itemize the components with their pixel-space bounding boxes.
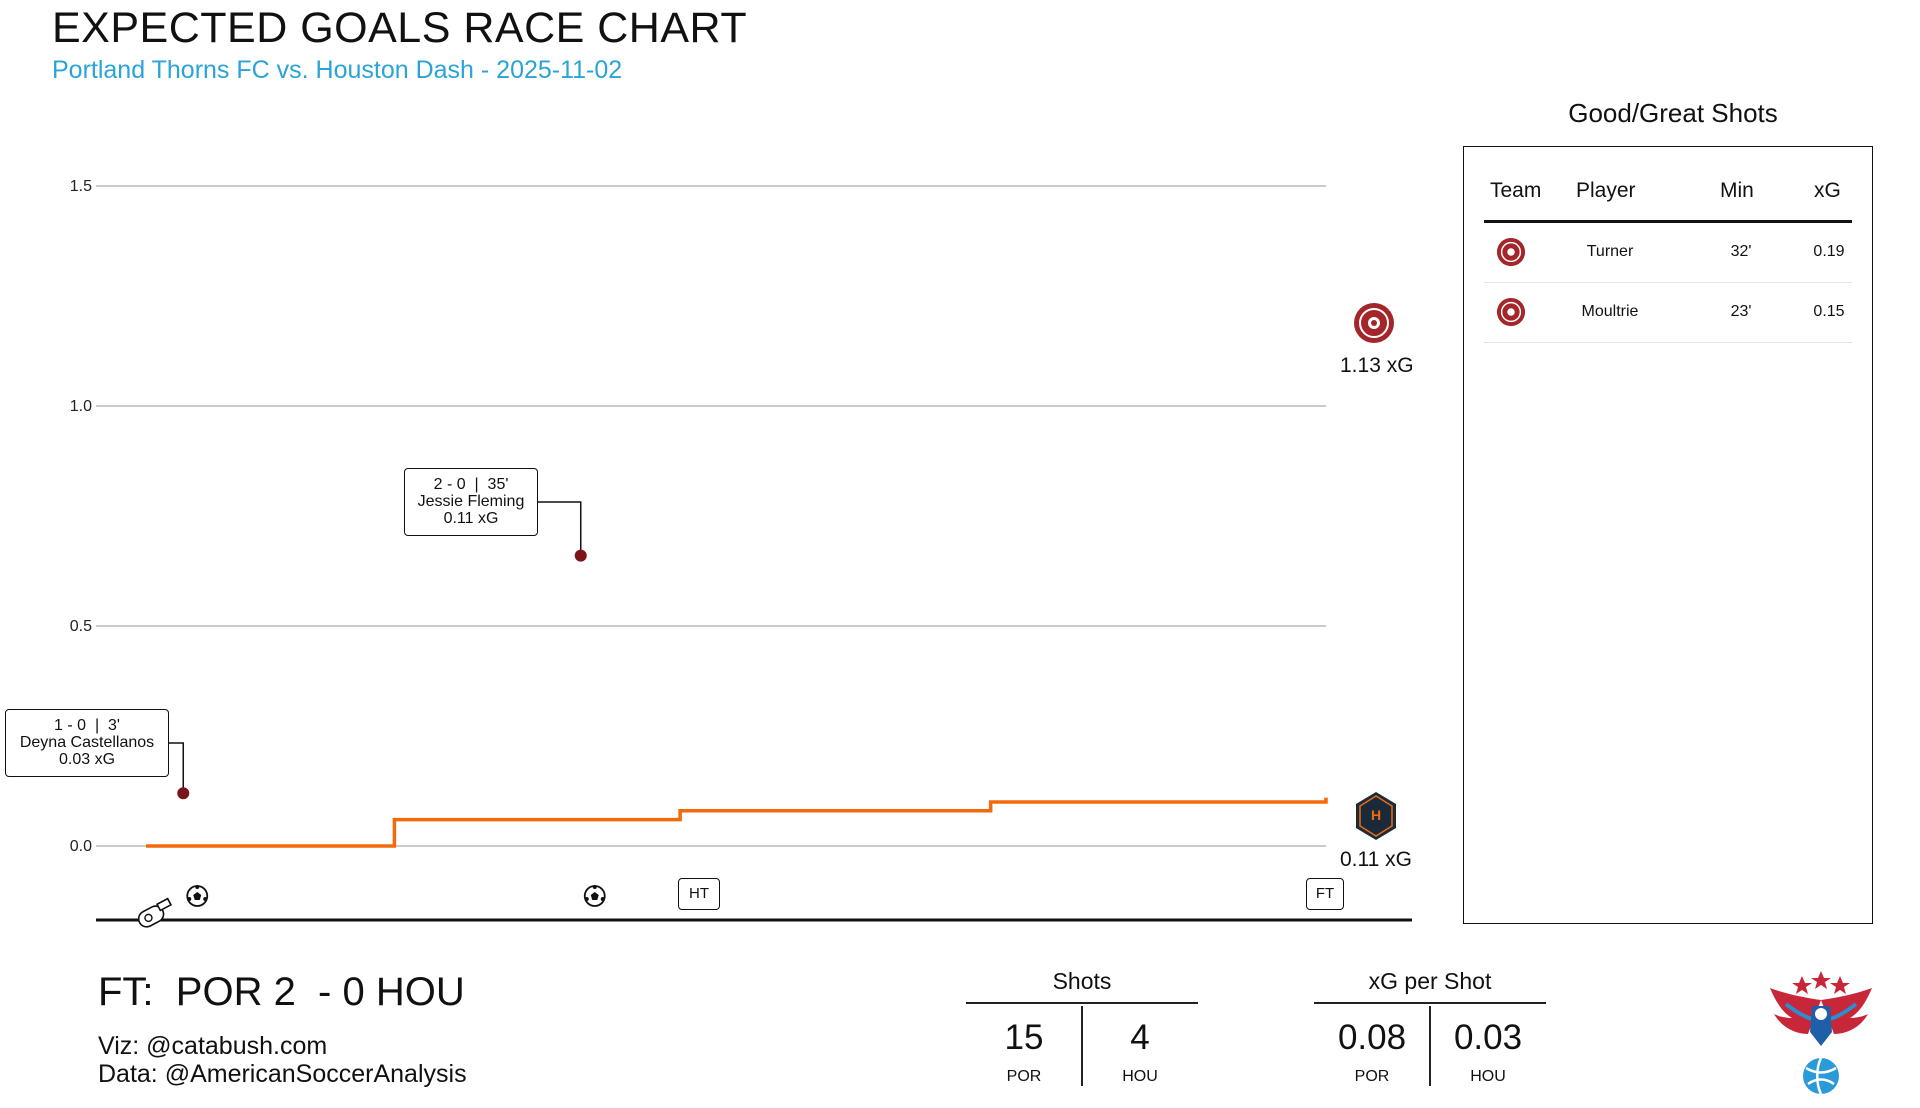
row-minute: 23': [1730, 303, 1752, 320]
soccer-ball-patch: [193, 892, 202, 900]
series-layer: [146, 797, 1328, 848]
shots-away-label: HOU: [1122, 1068, 1158, 1085]
shots-rule: [966, 1002, 1198, 1004]
portland-thorns-logo-icon: [1496, 297, 1526, 327]
xg-per-shot-stat: xG per Shot 0.08 0.03 POR HOU: [1314, 968, 1546, 1088]
soccer-ball-patch: [195, 885, 200, 889]
whistle-icon: [137, 897, 173, 928]
xg-per-shot-away-label: HOU: [1470, 1068, 1506, 1085]
soccer-ball-icon: [583, 885, 606, 907]
timeline-layer: [137, 885, 606, 928]
soccer-ball-patch: [590, 892, 599, 900]
goal-annotation-1: 1 - 0 | 3' Deyna Castellanos 0.03 xG: [5, 709, 169, 777]
goal-annotation-2-xg: 0.11 xG: [443, 510, 499, 527]
col-header-team: Team: [1490, 179, 1542, 202]
goal-point: [574, 549, 587, 562]
y-tick-label: 1.5: [70, 178, 92, 195]
shots-away-value: 4: [1130, 1018, 1150, 1057]
halftime-marker: HT: [678, 878, 720, 910]
whistle-ring: [144, 913, 153, 923]
portland-end-label: 1.13 xG: [1340, 354, 1414, 377]
soccer-ball-patch: [592, 885, 597, 889]
annotation-layer: [169, 501, 587, 800]
good-shots-title: Good/Great Shots: [1568, 98, 1778, 128]
eagle-logo-icon: [1770, 971, 1872, 1095]
y-tick-label: 0.5: [70, 618, 92, 635]
data-credit: Data: @AmericanSoccerAnalysis: [98, 1060, 467, 1088]
header-rule: [1484, 220, 1852, 223]
good-shots-table: Team Player Min xG Turner 32' 0.19 Moult…: [1463, 146, 1873, 924]
goal-annotation-2-player: Jessie Fleming: [417, 493, 525, 510]
xg-per-shot-rule: [1314, 1002, 1546, 1004]
soccer-ball-patch: [187, 897, 192, 901]
row-player: Turner: [1586, 243, 1634, 260]
goal-annotation-1-score: 1 - 0 | 3': [54, 717, 120, 734]
svg-text:H: H: [1371, 807, 1381, 823]
shots-home-value: 15: [1004, 1018, 1044, 1057]
goal-annotation-2-score: 2 - 0 | 35': [433, 476, 509, 493]
grid-layer: [96, 185, 1326, 847]
portland-thorns-logo-icon: [1354, 303, 1394, 343]
xg-race-chart: 0.0 0.5 1.0 1.5 H: [70, 178, 1412, 928]
shots-title: Shots: [1052, 968, 1112, 994]
y-tick-label: 1.0: [70, 398, 92, 415]
y-axis-ticks: 0.0 0.5 1.0 1.5: [70, 178, 92, 855]
goal-annotation-1-player: Deyna Castellanos: [19, 734, 155, 751]
shots-divider: [1081, 1006, 1083, 1086]
annotation-connector: [538, 501, 582, 556]
houston-dash-logo-icon: H: [1356, 792, 1396, 840]
table-row: Turner 32' 0.19: [1484, 223, 1852, 283]
y-tick-label: 0.0: [70, 838, 92, 855]
xg-per-shot-home-label: POR: [1354, 1068, 1390, 1085]
viz-credit: Viz: @catabush.com: [98, 1032, 328, 1060]
goal-point: [177, 787, 190, 800]
final-score: FT: POR 2 - 0 HOU: [98, 970, 465, 1014]
row-minute: 32': [1730, 243, 1752, 260]
soccer-ball-patch: [584, 897, 589, 901]
soccer-ball-patch: [600, 897, 605, 901]
row-player: Moultrie: [1581, 303, 1639, 320]
shots-home-label: POR: [1006, 1068, 1042, 1085]
houston-end-label: 0.11 xG: [1340, 848, 1412, 871]
col-header-xg: xG: [1814, 179, 1841, 202]
goal-annotation-2: 2 - 0 | 35' Jessie Fleming 0.11 xG: [404, 468, 538, 536]
series-line-hou: [146, 797, 1328, 848]
row-xg: 0.19: [1813, 243, 1845, 260]
page-subtitle: Portland Thorns FC vs. Houston Dash - 20…: [52, 56, 623, 84]
soccer-ball-patch: [203, 897, 208, 901]
col-header-player: Player: [1576, 179, 1636, 202]
annotation-connector: [169, 742, 185, 794]
whistle-mouth: [155, 897, 173, 912]
shots-stat: Shots 15 4 POR HOU: [966, 968, 1198, 1088]
xg-per-shot-away-value: 0.03: [1453, 1018, 1523, 1057]
xg-per-shot-title: xG per Shot: [1368, 968, 1492, 994]
col-header-min: Min: [1720, 179, 1754, 202]
page-title: EXPECTED GOALS RACE CHART: [52, 4, 748, 52]
row-xg: 0.15: [1813, 303, 1845, 320]
xg-per-shot-home-value: 0.08: [1337, 1018, 1407, 1057]
fulltime-marker: FT: [1306, 878, 1344, 910]
table-row: Moultrie 23' 0.15: [1484, 283, 1852, 343]
soccer-ball-icon: [186, 885, 209, 907]
portland-thorns-logo-icon: [1496, 237, 1526, 267]
xg-per-shot-divider: [1429, 1006, 1431, 1086]
goal-annotation-1-xg: 0.03 xG: [58, 751, 116, 768]
